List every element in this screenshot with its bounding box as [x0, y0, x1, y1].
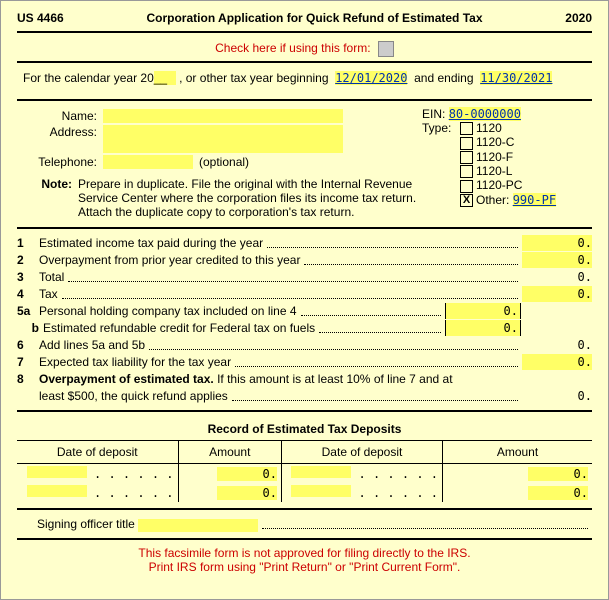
- deposits-table: Date of deposit Amount Date of deposit A…: [17, 441, 592, 502]
- cal-begin[interactable]: 12/01/2020: [335, 71, 407, 85]
- signing-field[interactable]: [138, 519, 258, 532]
- cal-mid: , or other tax year beginning: [179, 71, 328, 85]
- ein-label: EIN:: [422, 107, 445, 121]
- type-label: Type:: [422, 121, 460, 207]
- calc-lines: 1Estimated income tax paid during the ye…: [17, 235, 592, 404]
- ein-row: EIN: 80-0000000: [422, 107, 592, 121]
- line7-val[interactable]: 0.: [522, 354, 592, 370]
- chk-1120c[interactable]: [460, 137, 473, 150]
- chk-1120f[interactable]: [460, 151, 473, 164]
- address-label: Address:: [17, 125, 103, 153]
- line1-val[interactable]: 0.: [522, 235, 592, 251]
- cal-prefix: For the calendar year 20: [23, 71, 154, 85]
- dep-amt-2a[interactable]: 0.: [217, 486, 277, 500]
- chk-1120[interactable]: [460, 122, 473, 135]
- line8-val: 0.: [522, 388, 592, 404]
- note-label: Note:: [17, 177, 78, 219]
- form-code: US 4466: [17, 11, 64, 25]
- dep-date-2a[interactable]: [27, 485, 87, 497]
- optional-label: (optional): [193, 155, 249, 169]
- other-value[interactable]: 990-PF: [513, 193, 556, 207]
- form-header: US 4466 Corporation Application for Quic…: [17, 11, 592, 33]
- check-using-form-row: Check here if using this form:: [17, 37, 592, 63]
- chk-1120pc[interactable]: [460, 180, 473, 193]
- form-title: Corporation Application for Quick Refund…: [146, 11, 482, 25]
- line5b-val[interactable]: 0.: [445, 320, 521, 336]
- deposits-title: Record of Estimated Tax Deposits: [17, 418, 592, 441]
- cal-yy[interactable]: __: [154, 71, 176, 85]
- ein-value[interactable]: 80-0000000: [449, 107, 521, 121]
- chk-other[interactable]: X: [460, 194, 473, 207]
- note-text: Prepare in duplicate. File the original …: [78, 177, 416, 219]
- line2-val[interactable]: 0.: [522, 252, 592, 268]
- info-block: Name: Address: Telephone: (optional) Not…: [17, 107, 592, 221]
- signing-label: Signing officer title: [37, 516, 135, 532]
- chk-1120l[interactable]: [460, 165, 473, 178]
- name-label: Name:: [17, 109, 103, 123]
- telephone-label: Telephone:: [17, 155, 103, 169]
- check-label: Check here if using this form:: [215, 41, 370, 55]
- type-options: 1120 1120-C 1120-F 1120-L 1120-PC XOther…: [460, 121, 556, 207]
- dep-amt-2b[interactable]: 0.: [528, 486, 588, 500]
- dep-date-1a[interactable]: [27, 466, 87, 478]
- cal-and: and ending: [414, 71, 473, 85]
- line5a-val[interactable]: 0.: [445, 303, 521, 319]
- form-year: 2020: [565, 11, 592, 25]
- form-4466: US 4466 Corporation Application for Quic…: [0, 0, 609, 600]
- dep-amt-1a[interactable]: 0.: [217, 467, 277, 481]
- check-using-form-box[interactable]: [378, 41, 394, 57]
- address-field[interactable]: [103, 125, 343, 153]
- name-field[interactable]: [103, 109, 343, 123]
- cal-end[interactable]: 11/30/2021: [480, 71, 552, 85]
- dep-amt-1b[interactable]: 0.: [528, 467, 588, 481]
- line3-val: 0.: [522, 269, 592, 285]
- line6-val: 0.: [522, 337, 592, 353]
- calendar-year-row: For the calendar year 20__ , or other ta…: [17, 69, 592, 93]
- telephone-field[interactable]: [103, 155, 193, 169]
- footer-disclaimer: This facsimile form is not approved for …: [17, 546, 592, 574]
- dep-date-1b[interactable]: [291, 466, 351, 478]
- line4-val[interactable]: 0.: [522, 286, 592, 302]
- dep-date-2b[interactable]: [291, 485, 351, 497]
